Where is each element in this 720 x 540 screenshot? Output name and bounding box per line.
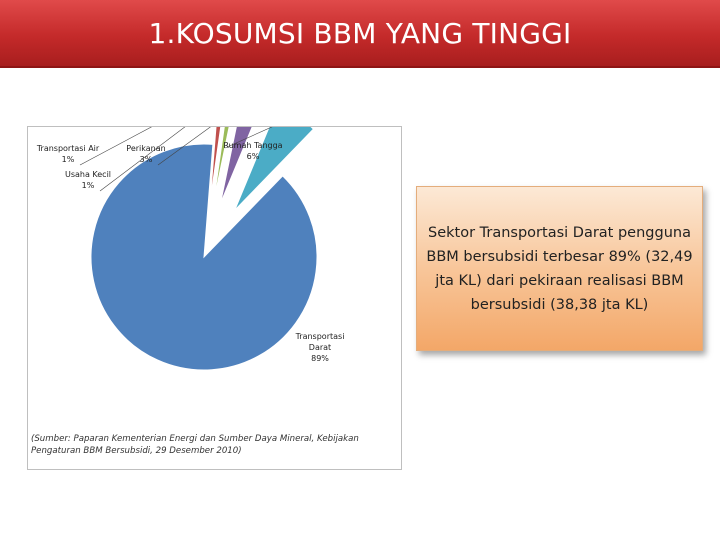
leader-line-usaha-kecil xyxy=(99,127,186,192)
pie-slice-usaha-kecil xyxy=(213,127,230,202)
pie-label-perikanan: Perikanan 3% xyxy=(126,144,165,164)
pie-slice-transportasi-darat xyxy=(90,143,318,371)
info-box: Sektor Transportasi Darat pengguna BBM b… xyxy=(416,186,703,351)
info-text: Sektor Transportasi Darat pengguna BBM b… xyxy=(426,224,693,313)
slide-title: 1.KOSUMSI BBM YANG TINGGI xyxy=(148,16,572,50)
pie-label-rumah-tangga: Rumah Tangga 6% xyxy=(223,141,282,161)
title-bar: 1.KOSUMSI BBM YANG TINGGI xyxy=(0,0,720,68)
pie-label-transportasi-darat: Transportasi Darat 89% xyxy=(295,332,345,363)
source-note: (Sumber: Paparan Kementerian Energi dan … xyxy=(31,434,359,456)
pie-label-transportasi-air: Transportasi Air 1% xyxy=(36,144,100,164)
pie-label-usaha-kecil: Usaha Kecil 1% xyxy=(65,170,111,190)
pie-slice-perikanan xyxy=(219,127,253,204)
pie-chart-frame: Transportasi Darat 89% Transportasi Air 1% Us… xyxy=(27,126,402,470)
pie-chart: Transportasi Darat 89% Transportasi Air 1% Us… xyxy=(36,127,345,371)
leader-line-rumah-tangga xyxy=(224,127,273,149)
leader-line-perikanan xyxy=(157,127,211,166)
pie-slice-rumah-tangga xyxy=(234,127,315,211)
leader-line-transportasi-air xyxy=(79,127,152,166)
pie-slice-transportasi-air xyxy=(209,127,222,202)
